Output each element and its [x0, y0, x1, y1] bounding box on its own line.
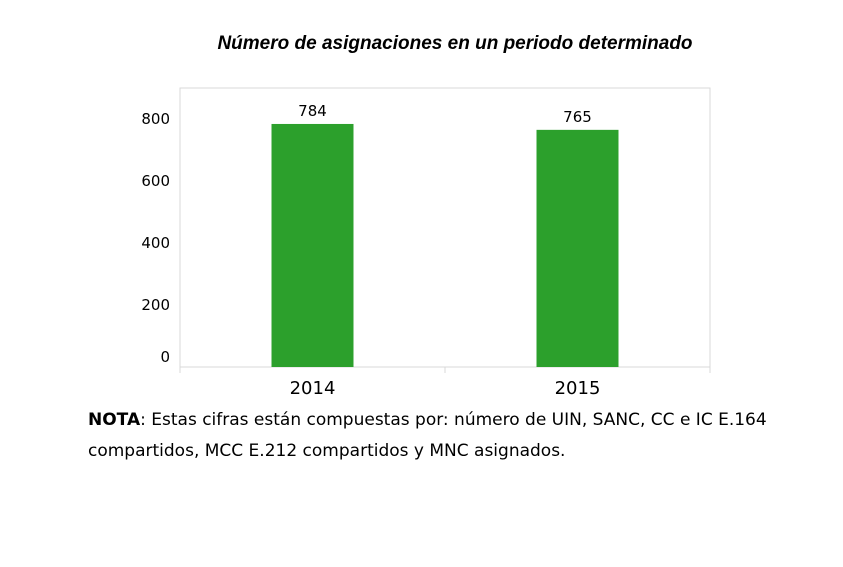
data-labels: 784 765 — [298, 102, 592, 126]
y-tick-label: 400 — [141, 234, 170, 252]
bar-2015 — [536, 129, 619, 367]
bar-chart: Número de asignaciones en un periodo det… — [141, 33, 711, 399]
bar-2014 — [271, 123, 354, 368]
x-tick-label-2015: 2015 — [555, 378, 601, 399]
y-tick-label: 600 — [141, 172, 170, 190]
y-tick-label: 200 — [141, 296, 170, 314]
bars — [271, 123, 619, 368]
data-label-2015: 765 — [563, 108, 592, 126]
plot-area-border — [179, 87, 711, 368]
x-axis-ticks: 2014 2015 — [179, 367, 711, 399]
footnote: NOTA: Estas cifras están compuestas por:… — [88, 405, 788, 467]
y-tick-label: 0 — [160, 348, 170, 366]
footnote-label: NOTA — [88, 410, 141, 430]
y-axis-ticks: 0 200 400 600 800 — [141, 110, 170, 366]
data-label-2014: 784 — [298, 102, 327, 120]
footnote-text: : Estas cifras están compuestas por: núm… — [88, 410, 767, 461]
y-tick-label: 800 — [141, 110, 170, 128]
x-tick-label-2014: 2014 — [290, 378, 336, 399]
chart-title: Número de asignaciones en un periodo det… — [217, 33, 692, 54]
